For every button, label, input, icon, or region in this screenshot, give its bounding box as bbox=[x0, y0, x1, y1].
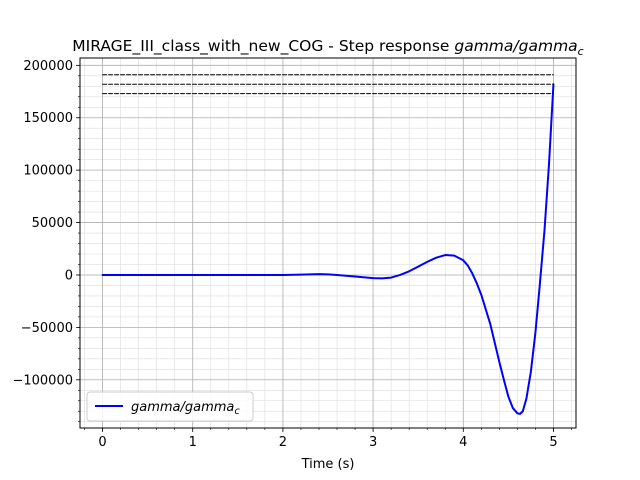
x-tick-label: 2 bbox=[279, 435, 287, 450]
x-tick-label: 4 bbox=[459, 435, 467, 450]
series-layer bbox=[101, 74, 555, 415]
y-tick-label: 200000 bbox=[23, 59, 73, 74]
y-tick-label: −100000 bbox=[12, 373, 73, 388]
legend-entry-sub: c bbox=[234, 406, 240, 417]
x-tick-label: 5 bbox=[549, 435, 557, 450]
plot-frame bbox=[79, 57, 577, 429]
chart-title-sub: c bbox=[578, 45, 584, 58]
y-axis-ticks: −100000 −50000 0 50000 100000 150000 200000 bbox=[12, 59, 80, 423]
chart-title-var: gamma/gamma bbox=[454, 37, 577, 55]
y-tick-label: 100000 bbox=[23, 164, 73, 179]
y-tick-label: 150000 bbox=[23, 111, 73, 126]
chart-title: MIRAGE_III_class_with_new_COG - Step res… bbox=[72, 37, 583, 58]
legend-entry: gamma/gammac bbox=[131, 400, 240, 417]
chart-title-main: MIRAGE_III_class_with_new_COG - Step res… bbox=[72, 37, 454, 56]
x-tick-label: 0 bbox=[98, 435, 106, 450]
legend-box bbox=[86, 391, 254, 422]
series-line-gamma bbox=[101, 83, 555, 415]
x-tick-label: 3 bbox=[369, 435, 377, 450]
legend: gamma/gammac bbox=[86, 391, 254, 422]
y-tick-label: 50000 bbox=[32, 216, 73, 231]
x-axis-label: Time (s) bbox=[301, 457, 355, 472]
legend-entry-name: gamma/gamma bbox=[131, 400, 234, 415]
x-axis-ticks: 0 1 2 3 4 5 bbox=[84, 428, 572, 450]
y-tick-label: 0 bbox=[65, 268, 73, 283]
y-tick-label: −50000 bbox=[21, 321, 73, 336]
x-tick-label: 1 bbox=[189, 435, 197, 450]
